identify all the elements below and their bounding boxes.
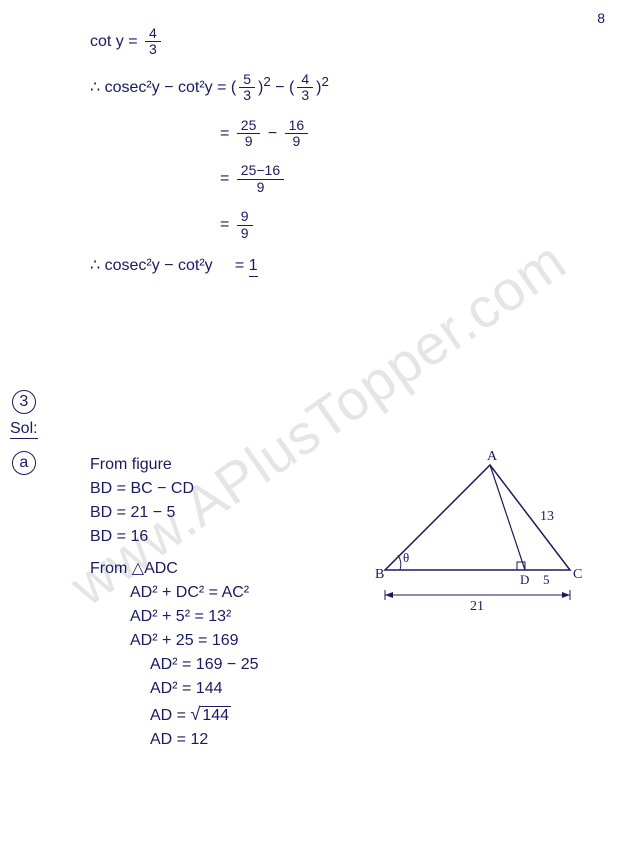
p2-l1: From figure xyxy=(90,456,259,474)
margin-marks: 3 Sol: a xyxy=(10,390,38,481)
part2-content: From figure BD = BC − CD BD = 21 − 5 BD … xyxy=(90,450,259,755)
frac-4-3b: 4 3 xyxy=(297,72,313,104)
result-1: 1 xyxy=(249,257,258,277)
p2-l4: BD = 16 xyxy=(90,528,259,546)
sqrt-144: 144 xyxy=(190,704,231,725)
line-coty: cot y = 4 3 xyxy=(90,26,605,58)
line-25-9: = 25 9 − 16 9 xyxy=(220,118,605,150)
vertex-A: A xyxy=(487,450,498,464)
frac-25-9: 25 9 xyxy=(237,118,261,150)
p2-l3: BD = 21 − 5 xyxy=(90,504,259,522)
p2-l9: AD² = 169 − 25 xyxy=(150,656,259,674)
coty-lhs: cot y = xyxy=(90,33,138,50)
p2-l11: AD = 144 xyxy=(150,704,259,725)
subpart-label: a xyxy=(12,451,36,475)
p2-l10: AD² = 144 xyxy=(150,680,259,698)
frac-25m16-9: 25−16 9 xyxy=(237,163,284,195)
theta-label: θ xyxy=(403,550,409,565)
line-result: ∴ cosec²y − cot²y = 1 xyxy=(90,255,605,275)
side-DC: 5 xyxy=(543,572,550,587)
vertex-D: D xyxy=(520,572,529,587)
question-number: 3 xyxy=(12,390,36,414)
p2-l7: AD² + 5² = 13² xyxy=(130,608,259,626)
vertex-C: C xyxy=(573,567,582,582)
part1-content: cot y = 4 3 ∴ cosec²y − cot²y = ( 5 3 )2… xyxy=(90,20,605,281)
frac-5-3: 5 3 xyxy=(239,72,255,104)
frac-4-3: 4 3 xyxy=(145,26,161,58)
frac-16-9: 16 9 xyxy=(285,118,309,150)
p2-l2: BD = BC − CD xyxy=(90,480,259,498)
side-AC: 13 xyxy=(540,509,554,524)
line-cosec-cot: ∴ cosec²y − cot²y = ( 5 3 )2 − ( 4 3 )2 xyxy=(90,72,605,104)
line-9-9: = 9 9 xyxy=(220,209,605,241)
side-BC: 21 xyxy=(470,599,484,614)
frac-9-9: 9 9 xyxy=(237,209,253,241)
p2-l8: AD² + 25 = 169 xyxy=(130,632,259,650)
solution-label: Sol: xyxy=(10,420,38,439)
vertex-B: B xyxy=(375,567,384,582)
line-25-16-9: = 25−16 9 xyxy=(220,163,605,195)
triangle-diagram: θ A B C D 13 5 21 xyxy=(375,450,595,630)
p2-l6: AD² + DC² = AC² xyxy=(130,584,259,602)
p2-l12: AD = 12 xyxy=(150,731,259,749)
cosec-lhs: ∴ cosec²y − cot²y = xyxy=(90,79,226,96)
p2-l5: From △ADC xyxy=(90,558,259,578)
